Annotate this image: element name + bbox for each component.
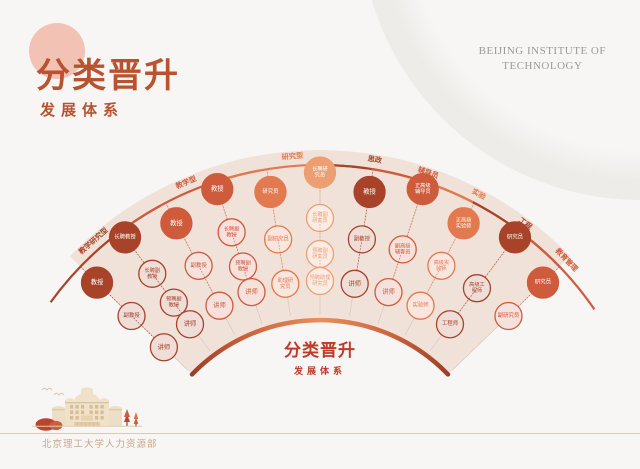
svg-text:讲师: 讲师 (245, 287, 258, 296)
svg-text:正高级: 正高级 (415, 181, 431, 189)
svg-text:讲师: 讲师 (184, 319, 197, 328)
svg-text:高级工: 高级工 (469, 280, 485, 288)
svg-text:实验师: 实验师 (456, 221, 472, 229)
svg-text:究员: 究员 (315, 170, 325, 178)
svg-text:研究员: 研究员 (535, 278, 552, 286)
svg-text:正高级: 正高级 (456, 215, 472, 223)
svg-text:副教授: 副教授 (354, 234, 371, 242)
svg-text:副高级: 副高级 (395, 241, 411, 249)
svg-text:研究员: 研究员 (312, 252, 328, 260)
svg-text:研究员: 研究员 (507, 232, 524, 240)
svg-text:教授: 教授 (211, 184, 224, 193)
svg-text:副教授: 副教授 (191, 261, 208, 269)
svg-text:验师: 验师 (436, 264, 446, 272)
svg-text:工程师: 工程师 (442, 319, 459, 327)
svg-text:副研究员: 副研究员 (267, 234, 289, 242)
svg-text:预聘助理: 预聘助理 (310, 273, 332, 281)
svg-text:讲师: 讲师 (382, 287, 395, 296)
svg-text:实验师: 实验师 (412, 301, 429, 309)
svg-text:高级实: 高级实 (434, 258, 450, 266)
svg-text:副研究员: 副研究员 (498, 311, 520, 319)
svg-text:教授: 教授 (226, 230, 236, 238)
svg-text:研究员: 研究员 (262, 187, 279, 195)
svg-text:研究员: 研究员 (312, 216, 328, 224)
svg-text:讲师: 讲师 (348, 278, 361, 287)
svg-text:教授: 教授 (170, 218, 183, 227)
svg-text:长聘副: 长聘副 (144, 266, 160, 274)
svg-text:长聘副: 长聘副 (312, 210, 328, 218)
svg-text:辅导员: 辅导员 (395, 247, 411, 255)
svg-text:助理研: 助理研 (278, 276, 294, 284)
svg-text:辅导员: 辅导员 (415, 187, 431, 195)
svg-text:教授: 教授 (363, 186, 376, 195)
svg-text:研究员: 研究员 (312, 279, 328, 287)
svg-text:长聘研: 长聘研 (312, 165, 328, 173)
svg-text:副教授: 副教授 (123, 311, 140, 319)
svg-text:预聘副: 预聘副 (235, 258, 251, 266)
svg-text:教授: 教授 (91, 277, 104, 286)
svg-text:长聘副: 长聘副 (224, 224, 240, 232)
svg-text:究员: 究员 (280, 282, 290, 290)
svg-text:研究型: 研究型 (281, 151, 303, 162)
svg-text:预聘副: 预聘副 (312, 246, 328, 254)
svg-text:预聘副: 预聘副 (166, 295, 182, 303)
svg-text:长聘教授: 长聘教授 (114, 232, 136, 240)
svg-text:教授: 教授 (238, 264, 248, 272)
svg-text:讲师: 讲师 (213, 300, 226, 309)
